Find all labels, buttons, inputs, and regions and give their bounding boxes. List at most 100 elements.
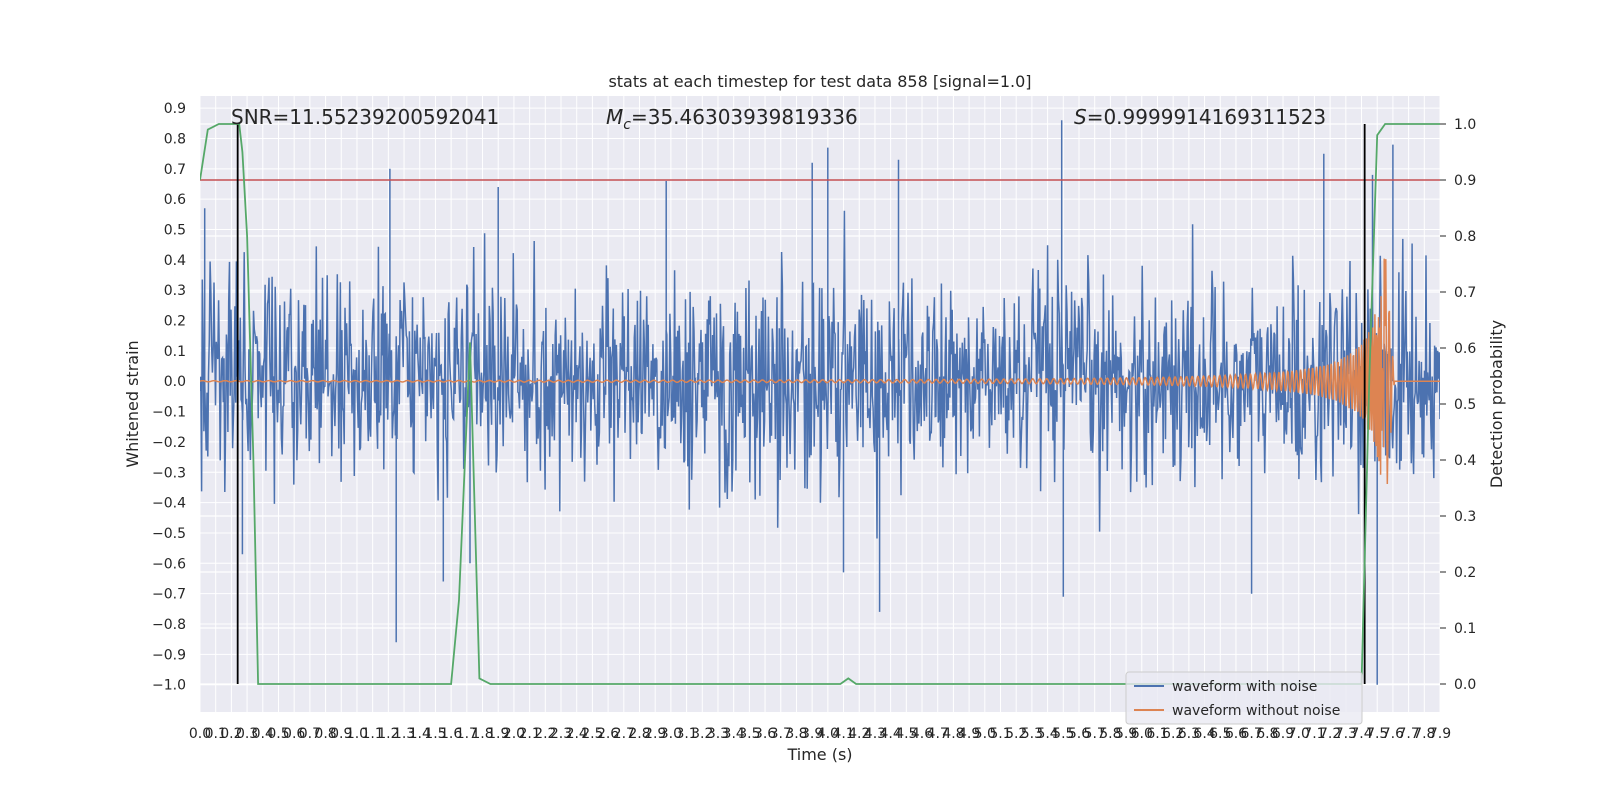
y-left-tick-label: 0.9 <box>164 101 186 117</box>
x-tick-label: 0.8 <box>314 726 336 742</box>
y-left-tick-label: 0.3 <box>164 283 186 299</box>
x-tick-label: 3.0 <box>660 726 682 742</box>
x-tick-label: 5.7 <box>1084 726 1106 742</box>
x-tick-label: 7.7 <box>1397 726 1419 742</box>
x-tick-label: 2.4 <box>566 726 588 742</box>
x-tick-label: 0.7 <box>299 726 321 742</box>
chirp-mass-annotation: Mc=35.46303939819336 <box>606 105 858 133</box>
y-left-tick-label: 0.5 <box>164 223 186 239</box>
x-tick-label: 2.8 <box>628 726 650 742</box>
y-right-tick-label: 1.0 <box>1454 117 1476 133</box>
x-tick-label: 5.1 <box>989 726 1011 742</box>
x-tick-label: 4.8 <box>942 726 964 742</box>
x-tick-label: 3.9 <box>801 726 823 742</box>
x-tick-label: 7.8 <box>1413 726 1435 742</box>
x-tick-label: 3.2 <box>691 726 713 742</box>
x-tick-label: 3.8 <box>785 726 807 742</box>
x-tick-label: 3.7 <box>770 726 792 742</box>
x-tick-label: 2.6 <box>597 726 619 742</box>
x-tick-label: 4.2 <box>848 726 870 742</box>
y-axis-label-left: Whitened strain <box>123 340 142 467</box>
plot-area <box>200 120 1440 685</box>
x-tick-label: 4.9 <box>958 726 980 742</box>
x-tick-label: 7.9 <box>1429 726 1451 742</box>
x-tick-label: 5.5 <box>1052 726 1074 742</box>
y-left-tick-label: 0.0 <box>164 374 186 390</box>
legend: waveform with noise waveform without noi… <box>1125 671 1363 725</box>
x-tick-label: 2.7 <box>613 726 635 742</box>
x-tick-label: 2.1 <box>518 726 540 742</box>
y-left-tick-label: 0.7 <box>164 162 186 178</box>
x-tick-label: 0.3 <box>236 726 258 742</box>
x-tick-label: 6.4 <box>1193 726 1215 742</box>
y-left-tick-label: −0.4 <box>152 496 186 512</box>
series-waveform-without-noise <box>200 258 1440 485</box>
x-tick-label: 7.5 <box>1366 726 1388 742</box>
x-tick-label: 5.2 <box>1005 726 1027 742</box>
legend-label-noise: waveform with noise <box>1172 679 1317 695</box>
x-tick-label: 1.4 <box>409 726 431 742</box>
x-tick-label: 6.0 <box>1131 726 1153 742</box>
chirp-mass-value: =35.46303939819336 <box>631 105 858 129</box>
x-tick-label: 0.9 <box>330 726 352 742</box>
x-tick-label: 6.8 <box>1256 726 1278 742</box>
x-tick-label: 4.7 <box>927 726 949 742</box>
x-tick-label: 7.4 <box>1350 726 1372 742</box>
x-tick-label: 3.6 <box>754 726 776 742</box>
y-right-tick-label: 0.9 <box>1454 173 1476 189</box>
x-tick-label: 4.6 <box>911 726 933 742</box>
series-detection-probability <box>200 123 1440 685</box>
x-tick-label: 4.5 <box>895 726 917 742</box>
x-tick-label: 6.6 <box>1225 726 1247 742</box>
snr-annotation: SNR=11.55239200592041 <box>231 105 499 129</box>
x-tick-label: 7.1 <box>1303 726 1325 742</box>
legend-box <box>1125 671 1363 725</box>
x-tick-label: 7.6 <box>1382 726 1404 742</box>
x-tick-label: 4.4 <box>880 726 902 742</box>
y-right-tick-label: 0.2 <box>1454 565 1476 581</box>
x-tick-label: 3.1 <box>675 726 697 742</box>
y-left-tick-label: −0.8 <box>152 617 186 633</box>
y-left-tick-label: −0.7 <box>152 587 186 603</box>
x-tick-label: 5.6 <box>1068 726 1090 742</box>
y-left-tick-label: −1.0 <box>152 678 186 694</box>
x-tick-label: 2.3 <box>550 726 572 742</box>
x-tick-label: 0.2 <box>220 726 242 742</box>
y-right-tick-label: 0.1 <box>1454 621 1476 637</box>
y-left-tick-labels: 0.9 0.8 0.7 0.6 0.5 0.4 0.3 0.2 0.1 0.0 −0.1 −0.2 −0… <box>152 101 186 694</box>
y-right-tick-label: 0.5 <box>1454 397 1476 413</box>
x-tick-label: 6.3 <box>1178 726 1200 742</box>
y-left-tick-label: −0.1 <box>152 405 186 421</box>
score-value: =0.9999914169311523 <box>1087 105 1326 129</box>
y-left-tick-label: 0.1 <box>164 344 186 360</box>
y-left-tick-label: −0.5 <box>152 526 186 542</box>
x-tick-label: 4.3 <box>864 726 886 742</box>
y-right-tick-label: 0.4 <box>1454 453 1476 469</box>
x-tick-label: 0.0 <box>189 726 211 742</box>
x-tick-label: 3.3 <box>707 726 729 742</box>
x-tick-label: 2.9 <box>644 726 666 742</box>
y-left-tick-label: 0.6 <box>164 192 186 208</box>
x-tick-label: 6.5 <box>1209 726 1231 742</box>
x-tick-label: 1.9 <box>487 726 509 742</box>
x-tick-label: 6.2 <box>1162 726 1184 742</box>
x-tick-label: 5.3 <box>1021 726 1043 742</box>
y-left-tick-label: 0.2 <box>164 314 186 330</box>
y-right-tick-label: 0.3 <box>1454 509 1476 525</box>
x-tick-label: 6.1 <box>1146 726 1168 742</box>
legend-label-clean: waveform without noise <box>1172 703 1340 719</box>
x-tick-label: 2.2 <box>534 726 556 742</box>
y-right-tick-label: 0.6 <box>1454 341 1476 357</box>
x-tick-label: 5.4 <box>1036 726 1058 742</box>
score-symbol: S <box>1074 105 1087 129</box>
y-left-tick-label: 0.4 <box>164 253 186 269</box>
y-right-tick-label: 0.8 <box>1454 229 1476 245</box>
x-tick-label: 1.5 <box>424 726 446 742</box>
y-right-tick-label: 0.7 <box>1454 285 1476 301</box>
x-tick-label: 5.9 <box>1115 726 1137 742</box>
x-tick-label: 3.4 <box>723 726 745 742</box>
x-tick-label: 0.6 <box>283 726 305 742</box>
x-tick-label: 1.0 <box>346 726 368 742</box>
x-tick-label: 7.3 <box>1335 726 1357 742</box>
